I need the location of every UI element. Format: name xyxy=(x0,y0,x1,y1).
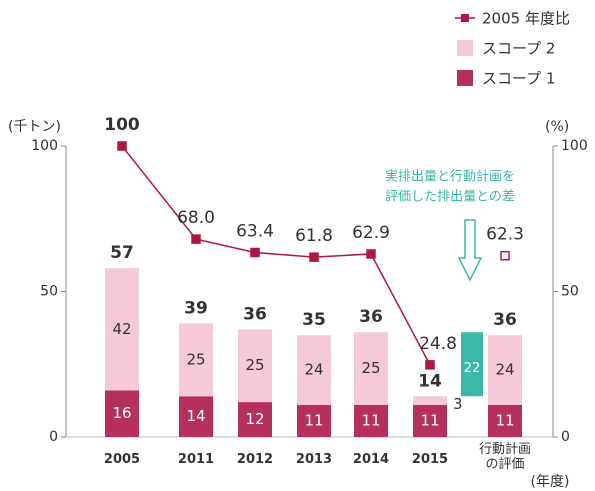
x-tick-label: 2015 xyxy=(411,452,449,467)
bar-segment xyxy=(488,404,522,437)
ratio-marker xyxy=(117,141,127,151)
total-label: 36 xyxy=(359,307,383,327)
segment-label: 24 xyxy=(304,361,323,379)
bar-segment xyxy=(413,404,447,437)
segment-label: 11 xyxy=(304,411,323,429)
segment-label: 24 xyxy=(495,361,514,379)
bar-segment xyxy=(354,332,388,405)
y-tick-label: 50 xyxy=(40,284,58,300)
bar-segment xyxy=(413,396,447,405)
ratio-marker xyxy=(500,250,510,261)
segment-label: 25 xyxy=(186,350,205,368)
ratio-label: 61.8 xyxy=(295,226,333,246)
total-label: 57 xyxy=(110,243,134,263)
difference-label: 22 xyxy=(464,361,481,376)
total-label: 36 xyxy=(493,310,517,330)
ratio-marker xyxy=(309,252,319,262)
bar-segment xyxy=(297,404,331,437)
x-tick-label: 2011 xyxy=(177,452,215,467)
total-label: 14 xyxy=(418,371,442,391)
ratio-marker xyxy=(425,360,435,370)
bar-segment xyxy=(238,329,272,403)
legend-label: 2005 年度比 xyxy=(482,10,570,28)
ratio-marker xyxy=(366,249,376,259)
segment-label: 42 xyxy=(112,320,131,338)
total-label: 35 xyxy=(302,310,326,330)
ratio-label: 100 xyxy=(104,115,140,135)
arrow xyxy=(457,219,483,282)
y-tick-label: 100 xyxy=(31,138,58,154)
segment-label: 12 xyxy=(245,410,264,428)
legend-swatch xyxy=(457,70,473,86)
y2-axis-label: (%) xyxy=(545,119,569,135)
y-tick-label: 0 xyxy=(49,429,58,445)
annotation: 評価した排出量との差 xyxy=(385,190,515,205)
annotation: 実排出量と行動計画を xyxy=(385,169,515,185)
ratio-label: 24.8 xyxy=(419,334,457,354)
ratio-label: 68.0 xyxy=(177,208,215,228)
difference-bar xyxy=(461,332,483,397)
y-axis-label: (千トン) xyxy=(8,119,61,135)
bar-segment xyxy=(354,404,388,437)
bar-segment xyxy=(105,390,139,437)
bar-segment xyxy=(179,396,213,437)
x-tick-label: 2005 xyxy=(103,452,141,467)
bar-segment xyxy=(297,335,331,405)
ratio-label: 62.3 xyxy=(486,225,524,245)
segment-label: 11 xyxy=(361,411,380,429)
bar-segment xyxy=(105,268,139,391)
segment-label: 14 xyxy=(186,407,205,425)
bar-segment xyxy=(179,323,213,397)
y2-tick-label: 0 xyxy=(561,429,570,445)
segment-label: 16 xyxy=(112,404,131,422)
segment-label: 3 xyxy=(453,395,463,413)
legend-label: スコープ 1 xyxy=(482,70,555,88)
total-label: 39 xyxy=(184,299,208,319)
x-tick-label: 行動計画の評価 xyxy=(478,442,531,472)
segment-label: 25 xyxy=(361,359,380,377)
bar-segment xyxy=(238,402,272,437)
segment-label: 11 xyxy=(420,411,439,429)
segment-label: 25 xyxy=(245,356,264,374)
segment-label: 11 xyxy=(495,411,514,429)
x-tick-label: 2014 xyxy=(352,452,390,467)
x-axis-label: (年度) xyxy=(531,474,570,490)
x-tick-label: 2013 xyxy=(295,452,333,467)
ratio-line xyxy=(121,145,431,366)
y2-tick-label: 50 xyxy=(561,284,579,300)
bar-segment xyxy=(488,335,522,405)
x-tick-label: 2012 xyxy=(236,452,274,467)
ratio-marker xyxy=(250,247,260,258)
legend-label: スコープ 2 xyxy=(482,40,555,58)
total-label: 36 xyxy=(243,304,267,324)
ratio-label: 63.4 xyxy=(236,222,274,242)
legend-marker xyxy=(461,14,469,22)
legend-swatch xyxy=(457,40,473,56)
ratio-label: 62.9 xyxy=(352,223,390,243)
ratio-marker xyxy=(191,234,201,244)
y2-tick-label: 100 xyxy=(561,138,588,154)
